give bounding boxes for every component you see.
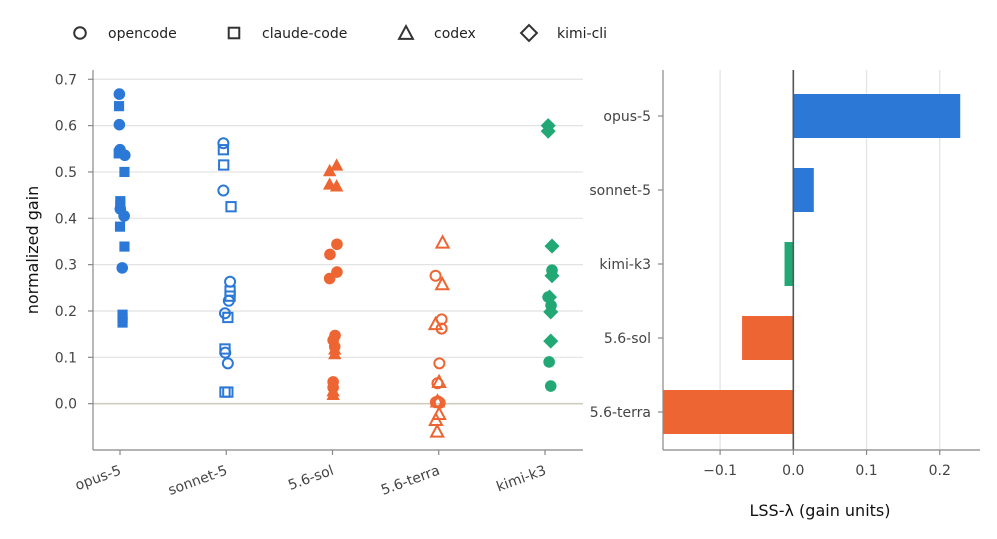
data-point-5.6-sol-opencode [324,248,336,261]
x-tick-label: −0.1 [703,463,737,479]
legend-diamond-icon [519,23,539,43]
legend-square-icon [227,26,241,40]
data-point-opus-5-claude-code [113,148,124,159]
y-tick-label-5.6-sol: 5.6-sol [604,331,651,347]
data-point-sonnet-5-claude-code [219,386,231,398]
y-tick-label-5.6-terra: 5.6-terra [590,405,651,421]
legend-triangle-icon [397,23,415,40]
data-point-5.6-terra-opencode [429,269,442,282]
bar-series [663,94,961,434]
data-point-opus-5-opencode [113,118,126,131]
data-point-5.6-sol-codex [329,158,344,171]
data-point-5.6-sol-codex [326,387,340,401]
legend: opencode claude-code codex kimi-cli [73,23,607,43]
legend-label-opencode: opencode [108,26,177,42]
bar-panel: −0.1 0.0 0.1 0.2 opus-5 sonnet-5 kimi-k3 5.6-so… [589,70,980,520]
legend-circle-icon [73,26,87,40]
data-point-kimi-k3-opencode [543,356,555,368]
data-point-5.6-sol-codex [322,163,337,177]
x-tick-label: 0.2 [929,463,951,479]
scatter-panel: 0.0 0.1 0.2 0.3 0.4 0.5 0.6 0.7 opus-5 sonnet-5 5.… [23,70,583,499]
x-tick-label: 0.1 [855,463,877,479]
y-tick-label: 0.5 [55,165,77,181]
data-point-sonnet-5-claude-code [219,343,231,355]
data-point-opus-5-opencode [113,88,126,100]
data-point-5.6-terra-codex [428,411,444,427]
data-point-opus-5-claude-code [114,221,126,232]
data-point-5.6-sol-opencode [331,266,343,278]
legend-label-codex: codex [434,26,476,42]
bar-sonnet-5 [793,168,814,212]
x-tick-label-sonnet-5: sonnet-5 [166,463,229,499]
data-point-5.6-terra-codex [434,275,451,291]
data-point-sonnet-5-opencode [224,275,237,288]
data-point-opus-5-claude-code [119,241,130,252]
scatter-tick-labels: 0.0 0.1 0.2 0.3 0.4 0.5 0.6 0.7 opus-5 sonnet-5 5.… [55,72,549,499]
x-tick-label-5.6-terra: 5.6-terra [379,463,442,499]
data-point-kimi-k3-kimi-cli [540,123,556,139]
y-tick-label: 0.2 [55,304,77,320]
y-tick-label: 0.6 [55,119,77,135]
data-point-kimi-k3-opencode [544,380,557,392]
data-point-sonnet-5-opencode [221,357,234,370]
data-point-sonnet-5-claude-code [222,386,234,398]
data-point-kimi-k3-kimi-cli [544,268,560,284]
bar-5.6-terra [663,390,794,434]
data-point-5.6-terra-codex [429,393,446,408]
bar-axes [658,70,980,455]
data-point-opus-5-claude-code [113,101,125,112]
data-point-opus-5-opencode [118,210,130,222]
y-tick-label-opus-5: opus-5 [603,109,651,125]
scatter-points [113,88,560,438]
data-point-sonnet-5-claude-code [222,311,234,324]
data-point-sonnet-5-claude-code [225,201,237,213]
data-point-5.6-terra-codex [431,373,447,389]
bar-kimi-k3 [784,242,794,286]
scatter-gridlines [93,78,583,405]
data-point-sonnet-5-opencode [217,137,230,150]
data-point-kimi-k3-kimi-cli [544,238,560,254]
y-tick-label: 0.1 [55,350,77,366]
y-tick-label-kimi-k3: kimi-k3 [599,257,651,273]
data-point-sonnet-5-claude-code [218,159,230,171]
data-point-5.6-terra-codex [427,315,444,331]
y-tick-label: 0.3 [55,258,77,274]
data-point-5.6-sol-codex [329,179,344,192]
data-point-opus-5-claude-code [119,166,130,178]
bar-opus-5 [793,94,961,138]
x-tick-label: 0.0 [782,463,804,479]
x-tick-label-kimi-k3: kimi-k3 [494,463,548,496]
data-point-5.6-terra-opencode [433,357,446,370]
y-tick-label: 0.0 [55,397,77,413]
y-axis-label: normalized gain [23,186,42,315]
x-axis-label: LSS-λ (gain units) [749,501,890,520]
data-point-kimi-k3-kimi-cli [543,304,559,320]
bar-tick-labels: −0.1 0.0 0.1 0.2 opus-5 sonnet-5 kimi-k3 5.6-so… [589,109,951,479]
data-point-5.6-terra-codex [434,234,451,249]
bar-5.6-sol [742,316,794,360]
y-tick-label: 0.4 [55,211,77,227]
legend-label-claude-code: claude-code [262,26,347,42]
x-tick-label-5.6-sol: 5.6-sol [286,463,336,494]
legend-label-kimi-cli: kimi-cli [557,26,607,42]
data-point-opus-5-claude-code [117,317,128,328]
data-point-kimi-k3-kimi-cli [543,333,559,349]
data-point-5.6-terra-codex [429,423,445,438]
y-tick-label: 0.7 [55,72,77,88]
data-point-sonnet-5-claude-code [217,144,230,156]
x-tick-label-opus-5: opus-5 [73,463,123,494]
data-point-opus-5-claude-code [115,200,126,211]
data-point-opus-5-opencode [116,262,129,274]
data-point-5.6-sol-opencode [331,238,343,251]
data-point-5.6-sol-codex [328,346,342,360]
data-point-sonnet-5-opencode [217,184,230,197]
scatter-axes [88,70,583,455]
y-tick-label-sonnet-5: sonnet-5 [589,183,651,199]
data-point-kimi-k3-kimi-cli [541,289,558,305]
data-point-sonnet-5-claude-code [224,290,236,302]
